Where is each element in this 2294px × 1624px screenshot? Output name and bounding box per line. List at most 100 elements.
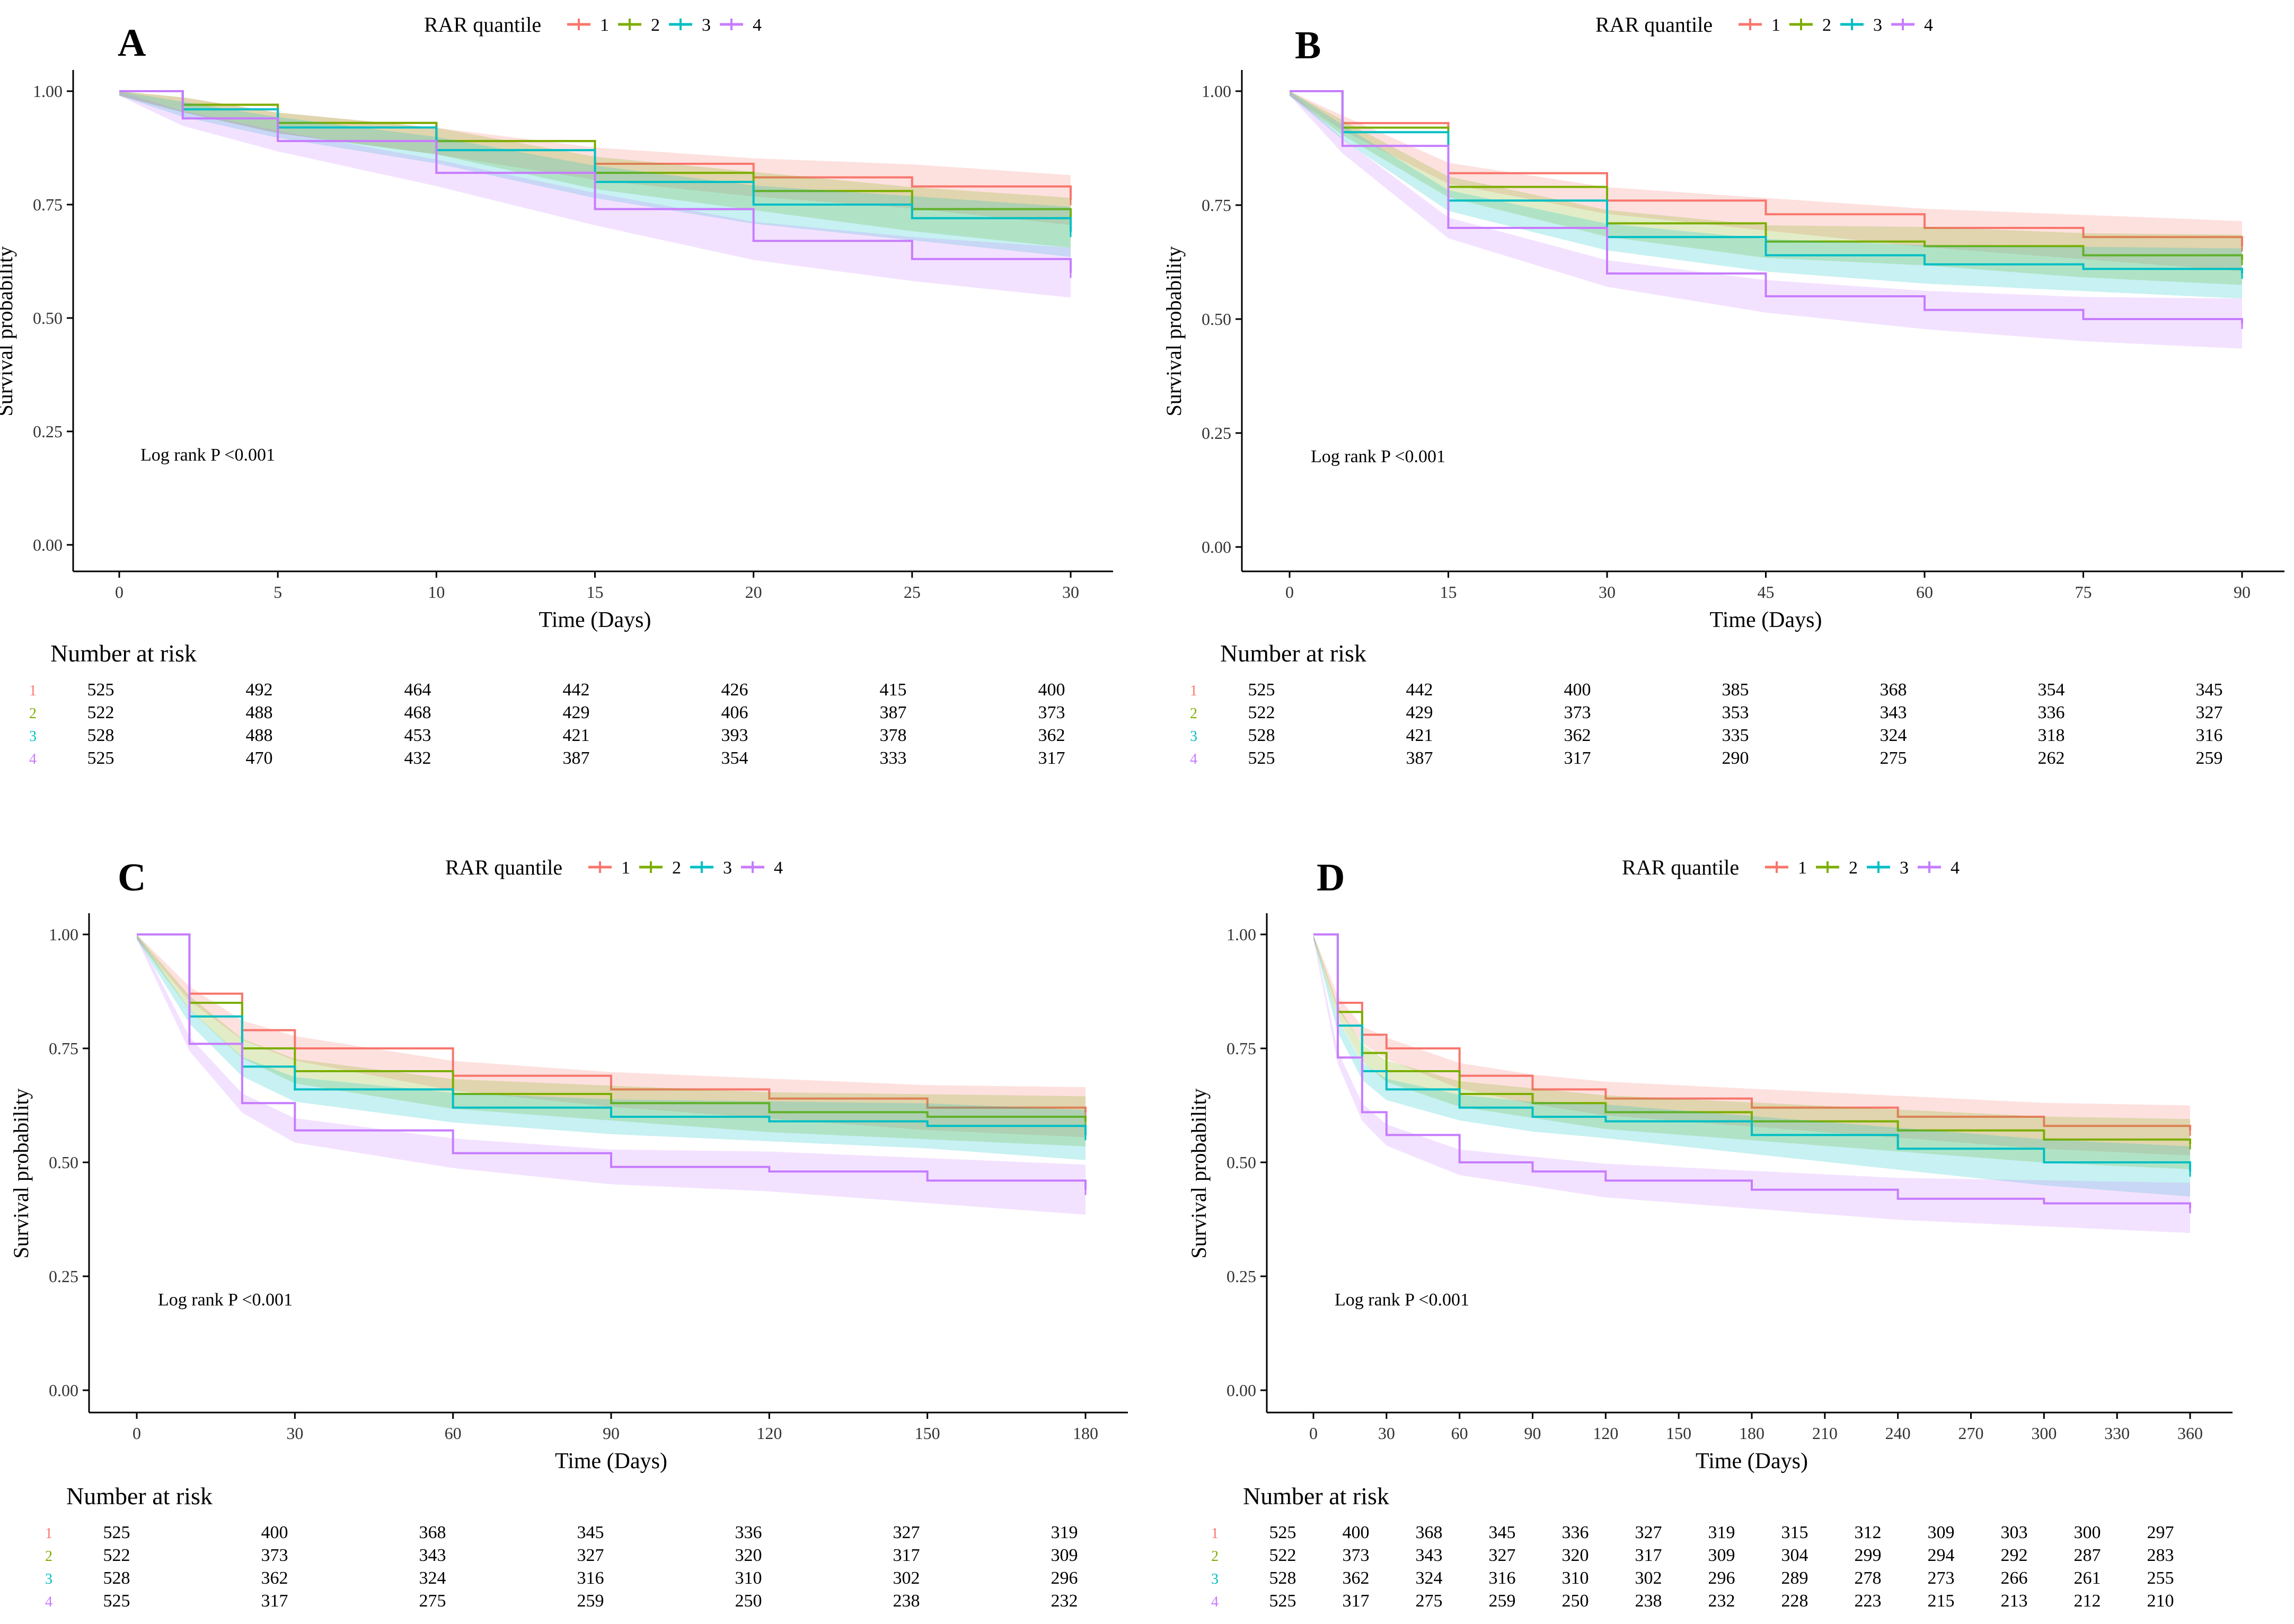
risk-cell: 304 (1781, 1546, 1808, 1565)
risk-cell: 415 (880, 680, 907, 700)
legend-label-1: 1 (621, 858, 630, 878)
x-tick-label: 20 (745, 582, 762, 602)
risk-table: Number at risk 1 525 400 368 345 336 327 319 315 3… (1211, 1482, 2174, 1611)
risk-cell: 525 (103, 1523, 130, 1542)
risk-cell: 525 (103, 1591, 130, 1611)
risk-cell: 212 (2074, 1591, 2101, 1611)
x-tick-label: 90 (1524, 1424, 1541, 1443)
risk-cell: 275 (419, 1591, 446, 1611)
risk-cell: 406 (721, 703, 748, 722)
risk-cell: 488 (246, 726, 273, 745)
confidence-band-4 (137, 934, 1086, 1215)
risk-cell: 333 (880, 748, 907, 768)
confidence-band-3 (1290, 91, 2242, 299)
legend: RAR quantile 1 2 3 4 (1622, 855, 1960, 879)
risk-cell: 362 (261, 1568, 288, 1588)
risk-cell: 400 (1564, 680, 1591, 700)
legend-label-4: 4 (1951, 858, 1960, 878)
y-tick-label: 0.50 (1202, 310, 1231, 329)
legend-label-1: 1 (600, 15, 609, 35)
risk-row-label: 1 (29, 683, 37, 699)
legend-label-3: 3 (1873, 15, 1882, 35)
x-tick-label: 210 (1812, 1424, 1838, 1443)
confidence-band-3 (137, 934, 1086, 1160)
x-tick-label: 90 (603, 1424, 620, 1443)
risk-table-title: Number at risk (50, 640, 197, 667)
risk-table-title: Number at risk (1220, 640, 1366, 667)
x-tick-label: 0 (1285, 582, 1294, 602)
risk-cell: 368 (1416, 1523, 1443, 1542)
risk-row-label: 1 (45, 1525, 52, 1542)
risk-cell: 312 (1855, 1523, 1882, 1542)
risk-cell: 309 (1051, 1546, 1078, 1565)
legend: RAR quantile 1 2 3 4 (445, 855, 783, 879)
confidence-band-1 (1290, 91, 2242, 271)
legend-label-4: 4 (753, 15, 762, 35)
risk-cell: 213 (2001, 1591, 2028, 1611)
legend-label-2: 2 (672, 858, 681, 878)
risk-cell: 528 (1248, 726, 1275, 745)
risk-cell: 432 (404, 748, 431, 768)
risk-cell: 324 (1880, 726, 1907, 745)
x-tick-label: 0 (133, 1424, 141, 1443)
y-tick-label: 0.50 (33, 308, 63, 328)
survival-curve-1 (1290, 90, 2243, 246)
risk-row-label: 3 (29, 728, 37, 745)
x-tick-label: 330 (2104, 1424, 2130, 1443)
x-tick-label: 240 (1885, 1424, 1911, 1443)
x-tick-label: 45 (1758, 582, 1775, 602)
confidence-band-2 (137, 934, 1086, 1146)
panel-label: C (118, 856, 146, 899)
y-tick-label: 0.25 (1202, 423, 1231, 443)
risk-row-label: 4 (1211, 1594, 1219, 1610)
panel-label: D (1317, 856, 1345, 899)
x-tick-label: 120 (756, 1424, 782, 1443)
risk-cell: 528 (103, 1568, 130, 1588)
legend: RAR quantile 1 2 3 4 (424, 13, 762, 37)
risk-cell: 373 (1564, 703, 1591, 722)
y-tick-label: 0.00 (1202, 537, 1231, 557)
y-tick-label: 0.50 (49, 1153, 78, 1172)
risk-row-label: 2 (1190, 705, 1197, 722)
risk-cell: 266 (2001, 1568, 2028, 1588)
risk-cell: 525 (87, 748, 114, 768)
risk-cell: 522 (1269, 1546, 1296, 1565)
risk-cell: 297 (2147, 1523, 2174, 1542)
risk-cell: 525 (1269, 1523, 1296, 1542)
risk-cell: 362 (1564, 726, 1591, 745)
x-tick-label: 25 (904, 582, 921, 602)
x-tick-label: 270 (1958, 1424, 1984, 1443)
x-axis-label: Time (Days) (555, 1449, 667, 1473)
risk-cell: 429 (1406, 703, 1433, 722)
y-tick-label: 0.75 (1202, 196, 1231, 215)
risk-cell: 528 (1269, 1568, 1296, 1588)
risk-cell: 303 (2001, 1523, 2028, 1542)
confidence-band-4 (1313, 934, 2190, 1233)
risk-cell: 442 (563, 680, 590, 700)
risk-cell: 232 (1708, 1591, 1735, 1611)
risk-cell: 324 (419, 1568, 446, 1588)
survival-curve-3 (119, 90, 1072, 232)
risk-table-title: Number at risk (1243, 1482, 1389, 1510)
risk-cell: 296 (1708, 1568, 1735, 1588)
y-axis-label: Survival probability (1162, 246, 1186, 416)
risk-cell: 290 (1722, 748, 1749, 768)
risk-cell: 336 (2038, 703, 2065, 722)
risk-cell: 442 (1406, 680, 1433, 700)
survival-curve-4 (1313, 933, 2191, 1208)
risk-cell: 316 (577, 1568, 604, 1588)
y-tick-label: 1.00 (1202, 82, 1231, 101)
risk-cell: 336 (1562, 1523, 1589, 1542)
x-tick-label: 180 (1073, 1424, 1098, 1443)
risk-cell: 315 (1781, 1523, 1808, 1542)
risk-cell: 327 (1489, 1546, 1516, 1565)
survival-curve-2 (1290, 90, 2243, 260)
risk-cell: 273 (1928, 1568, 1955, 1588)
risk-cell: 327 (2196, 703, 2223, 722)
survival-curve-4 (1290, 90, 2243, 324)
x-tick-label: 0 (115, 582, 123, 602)
risk-cell: 522 (87, 703, 114, 722)
risk-cell: 343 (1416, 1546, 1443, 1565)
risk-cell: 387 (880, 703, 907, 722)
